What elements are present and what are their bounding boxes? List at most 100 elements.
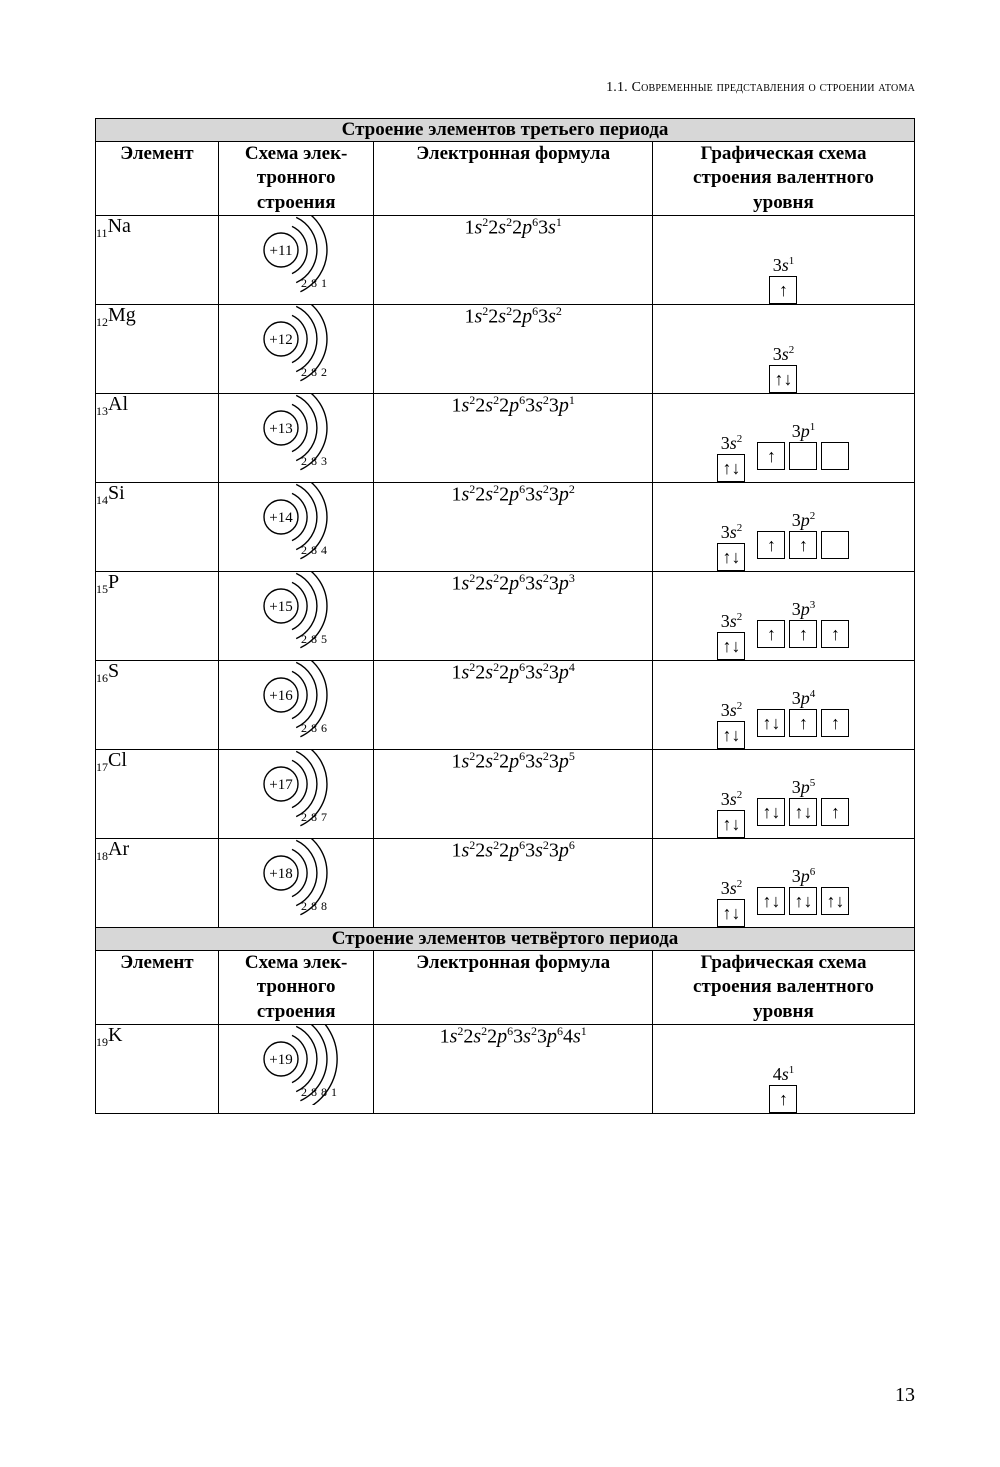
orbital-box: ↑↓ [717, 543, 745, 571]
col-schema: Схема элек-тронногостроения [218, 950, 374, 1024]
orbital-box: ↑ [769, 1085, 797, 1113]
valence-diagram: 3s2↑↓3p4↑↓↑↑ [653, 661, 914, 749]
valence-diagram: 3s2↑↓ [653, 305, 914, 393]
col-schema: Схема элек-тронногостроения [218, 142, 374, 216]
element-cell: 14Si [96, 482, 219, 571]
svg-text:2: 2 [301, 543, 307, 557]
svg-text:5: 5 [321, 632, 327, 646]
svg-text:1: 1 [321, 276, 327, 290]
svg-text:2: 2 [301, 1085, 307, 1099]
orbital-box [789, 442, 817, 470]
element-row: 14Si +14 284 1s22s22p63s23p23s2↑↓3p2↑↑ [96, 482, 915, 571]
svg-text:8: 8 [311, 810, 317, 824]
element-row: 12Mg +12282 1s22s22p63s23s2↑↓ [96, 304, 915, 393]
valence-diagram: 3s2↑↓3p3↑↑↑ [653, 572, 914, 660]
element-cell: 19K [96, 1024, 219, 1113]
orbital-box: ↑ [821, 709, 849, 737]
svg-text:8: 8 [311, 1085, 317, 1099]
atom-diagram: +15285 [241, 572, 351, 652]
svg-text:8: 8 [311, 454, 317, 468]
schema-cell: +13283 [218, 393, 374, 482]
svg-text:+15: +15 [269, 599, 292, 615]
schema-cell: +192881 [218, 1024, 374, 1113]
element-cell: 16S [96, 660, 219, 749]
formula-cell: 1s22s22p63s2 [374, 304, 652, 393]
graph-cell: 3s2↑↓3p3↑↑↑ [652, 571, 914, 660]
orbital-box: ↑ [757, 620, 785, 648]
formula-cell: 1s22s22p63s23p6 [374, 838, 652, 927]
svg-text:+19: +19 [269, 1052, 292, 1068]
formula-cell: 1s22s22p63s1 [374, 215, 652, 304]
svg-text:8: 8 [311, 632, 317, 646]
valence-diagram: 3s1↑ [653, 216, 914, 304]
valence-diagram: 3s2↑↓3p5↑↓↑↓↑ [653, 750, 914, 838]
valence-diagram: 4s1↑ [653, 1025, 914, 1113]
graph-cell: 3s2↑↓ [652, 304, 914, 393]
valence-diagram: 3s2↑↓3p2↑↑ [653, 483, 914, 571]
col-formula: Электронная формула [374, 142, 652, 216]
element-row: 19K+1928811s22s22p63s23p64s14s1↑ [96, 1024, 915, 1113]
orbital-box: ↑↓ [789, 887, 817, 915]
schema-cell: +14 284 [218, 482, 374, 571]
graph-cell: 3s2↑↓3p1↑ [652, 393, 914, 482]
svg-text:8: 8 [311, 899, 317, 913]
element-cell: 18Ar [96, 838, 219, 927]
svg-text:+14: +14 [269, 510, 293, 526]
orbital-box: ↑↓ [821, 887, 849, 915]
col-formula: Электронная формула [374, 950, 652, 1024]
orbital-box: ↑↓ [757, 887, 785, 915]
formula-cell: 1s22s22p63s23p64s1 [374, 1024, 652, 1113]
orbital-box: ↑ [757, 531, 785, 559]
svg-text:+17: +17 [269, 777, 293, 793]
element-row: 18Ar +18288 1s22s22p63s23p63s2↑↓3p6↑↓↑↓↑↓ [96, 838, 915, 927]
orbital-box: ↑↓ [717, 454, 745, 482]
orbital-box: ↑ [789, 620, 817, 648]
svg-text:2: 2 [301, 899, 307, 913]
svg-text:4: 4 [321, 543, 327, 557]
section-title: Строение элементов четвёртого периода [96, 927, 915, 950]
svg-text:8: 8 [321, 1085, 327, 1099]
orbital-box: ↑ [769, 276, 797, 304]
atom-diagram: +18288 [241, 839, 351, 919]
orbital-box: ↑↓ [717, 899, 745, 927]
orbital-box: ↑ [789, 531, 817, 559]
graph-cell: 3s2↑↓3p2↑↑ [652, 482, 914, 571]
orbital-box: ↑↓ [717, 721, 745, 749]
formula-cell: 1s22s22p63s23p2 [374, 482, 652, 571]
orbital-box: ↑↓ [717, 632, 745, 660]
running-head: 1.1. Современные представления о строени… [95, 80, 915, 96]
svg-text:2: 2 [301, 721, 307, 735]
atom-diagram: +14 284 [241, 483, 351, 563]
formula-cell: 1s22s22p63s23p4 [374, 660, 652, 749]
graph-cell: 4s1↑ [652, 1024, 914, 1113]
svg-text:2: 2 [321, 365, 327, 379]
element-cell: 12Mg [96, 304, 219, 393]
svg-text:2: 2 [301, 810, 307, 824]
svg-text:2: 2 [301, 365, 307, 379]
svg-text:6: 6 [321, 721, 327, 735]
elements-table: Строение элементов третьего периода Элем… [95, 118, 915, 1114]
col-graph: Графическая схемастроения валентногоуров… [652, 950, 914, 1024]
col-element: Элемент [96, 950, 219, 1024]
svg-text:8: 8 [311, 365, 317, 379]
svg-text:8: 8 [311, 276, 317, 290]
col-element: Элемент [96, 142, 219, 216]
atom-diagram: +12282 [241, 305, 351, 385]
orbital-box: ↑↓ [789, 798, 817, 826]
svg-text:2: 2 [301, 276, 307, 290]
svg-text:+13: +13 [269, 421, 292, 437]
element-row: 11Na+112811s22s22p63s13s1↑ [96, 215, 915, 304]
formula-cell: 1s22s22p63s23p1 [374, 393, 652, 482]
svg-text:7: 7 [321, 810, 327, 824]
orbital-box [821, 442, 849, 470]
element-row: 13Al+132831s22s22p63s23p13s2↑↓3p1↑ [96, 393, 915, 482]
svg-text:3: 3 [321, 454, 327, 468]
svg-text:8: 8 [321, 899, 327, 913]
schema-cell: +18288 [218, 838, 374, 927]
graph-cell: 3s2↑↓3p4↑↓↑↑ [652, 660, 914, 749]
orbital-box: ↑ [821, 620, 849, 648]
atom-diagram: +11281 [241, 216, 351, 296]
graph-cell: 3s2↑↓3p6↑↓↑↓↑↓ [652, 838, 914, 927]
graph-cell: 3s2↑↓3p5↑↓↑↓↑ [652, 749, 914, 838]
svg-text:8: 8 [311, 543, 317, 557]
